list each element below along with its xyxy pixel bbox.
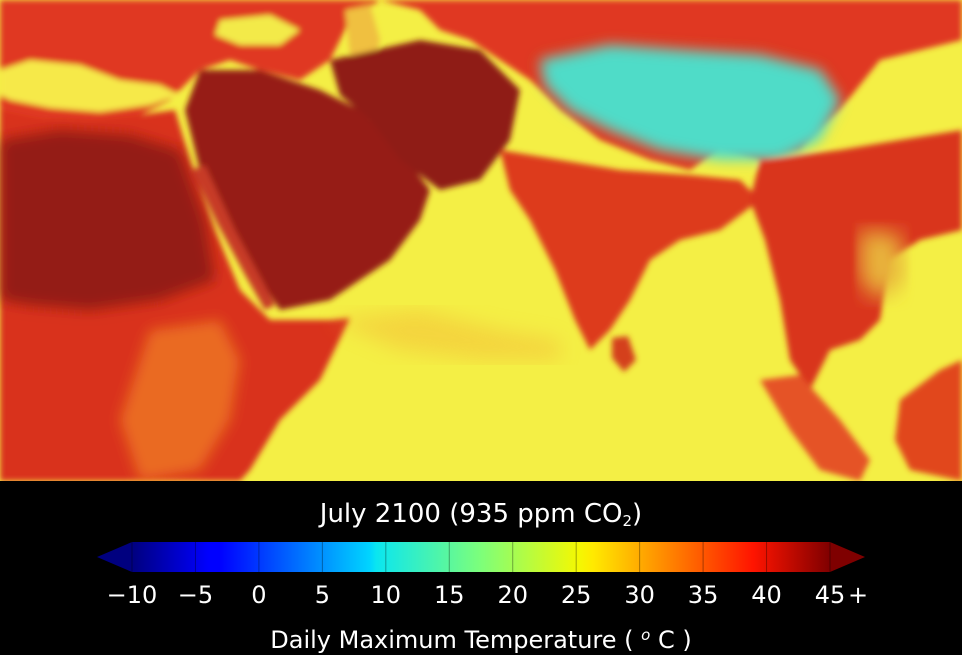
colorbar-tick-label: 35 [687,581,719,609]
sri-lanka [612,336,636,372]
colorbar-over-marker: + [847,581,869,609]
red-sea [192,165,275,310]
bay-of-bengal-coast [860,230,905,300]
colorbar-tick-label: 15 [433,581,465,609]
colorbar-tick-label: 5 [314,581,330,609]
colorbar-label: Daily Maximum Temperature ( o C ) [270,626,692,654]
tibet-plateau [540,45,840,160]
black-sea [215,15,300,45]
colorbar-tick-label: 10 [370,581,402,609]
colorbar-under-arrow [97,542,132,572]
colorbar-tick-label: 0 [251,581,267,609]
colorbar-tick-label: 25 [560,581,592,609]
colorbar-tick-label: 40 [751,581,782,609]
east-africa [120,320,240,481]
sahara-hot [0,130,215,310]
colorbar-tick-label: −10 [106,581,158,609]
land-arabia [185,70,430,310]
map-image [0,0,962,481]
ocean-warm-halo [330,310,560,360]
temperature-map [0,0,962,481]
colorbar-tick-label: 45 [814,581,846,609]
land-india [500,150,760,350]
mediterranean-sea [0,60,180,112]
colorbar-over-arrow [830,542,865,572]
colorbar-tick-label: 30 [624,581,655,609]
legend-panel: July 2100 (935 ppm CO2) −10 −5 0 5 10 15 20 25 3… [0,481,962,654]
colorbar [97,542,865,572]
map-title: July 2100 (935 ppm CO2) [319,499,643,530]
colorbar-gradient [132,542,830,572]
land-southeast-asia [750,130,962,390]
colorbar-tick-label: 20 [497,581,528,609]
land-borneo [895,360,962,481]
title-subscript: 2 [622,512,633,530]
degree-superscript: o [641,626,651,644]
land-iran [330,40,520,190]
colorbar-tick-label: −5 [177,581,214,609]
colorbar-ticks [131,542,831,572]
land-sumatra [760,375,870,481]
